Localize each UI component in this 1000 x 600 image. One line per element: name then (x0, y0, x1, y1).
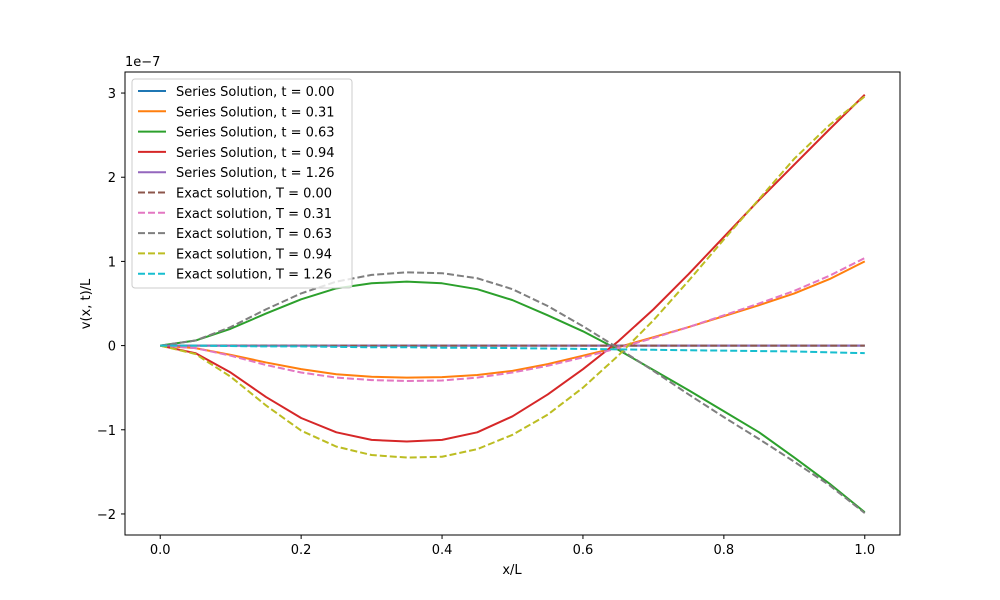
x-tick-label: 0.8 (714, 543, 735, 558)
legend-entry-label: Series Solution, t = 0.94 (176, 146, 335, 161)
y-tick-label: −2 (97, 508, 116, 523)
series-line-9 (159, 95, 866, 459)
y-axis: −2 −1 0 1 2 3 (97, 87, 125, 523)
legend-entry-label: Exact solution, T = 0.00 (176, 187, 332, 202)
legend-entry-label: Series Solution, t = 0.63 (176, 126, 335, 141)
x-tick-label: 0.4 (432, 543, 453, 558)
series-line-8 (160, 271, 866, 514)
y-offset-label: 1e−7 (125, 55, 160, 70)
legend: Series Solution, t = 0.00 Series Solution… (131, 78, 353, 289)
series-line-2 (160, 260, 866, 379)
plot-area-frame (124, 71, 901, 536)
legend-entry-label: Series Solution, t = 0.31 (176, 105, 335, 120)
series-line-10 (160, 344, 865, 355)
series-line-3 (160, 280, 866, 514)
y-tick-label: 2 (108, 171, 116, 186)
x-axis-label: x/L (502, 563, 522, 578)
legend-entry-label: Series Solution, t = 0.00 (176, 85, 335, 100)
legend-entry-label: Series Solution, t = 1.26 (176, 166, 335, 181)
y-axis-label: v(x, t)/L (79, 278, 94, 329)
legend-entry-label: Exact solution, T = 0.94 (176, 247, 332, 262)
legend-entry-label: Exact solution, T = 0.63 (176, 227, 332, 242)
x-tick-label: 0.6 (573, 543, 594, 558)
y-tick-label: −1 (97, 424, 116, 439)
x-axis: 0.0 0.2 0.4 0.6 0.8 1.0 (150, 535, 875, 558)
legend-entry-label: Exact solution, T = 1.26 (176, 268, 332, 283)
legend-entry-label: Exact solution, T = 0.31 (176, 207, 332, 222)
series-line-7 (160, 257, 866, 382)
series-layer (159, 94, 866, 514)
x-tick-label: 0.2 (291, 543, 312, 558)
y-tick-label: 0 (108, 340, 116, 355)
y-tick-label: 1 (108, 255, 116, 270)
x-tick-label: 1.0 (854, 543, 875, 558)
y-tick-label: 3 (108, 87, 116, 102)
x-tick-label: 0.0 (150, 543, 171, 558)
legend-box (131, 78, 353, 289)
